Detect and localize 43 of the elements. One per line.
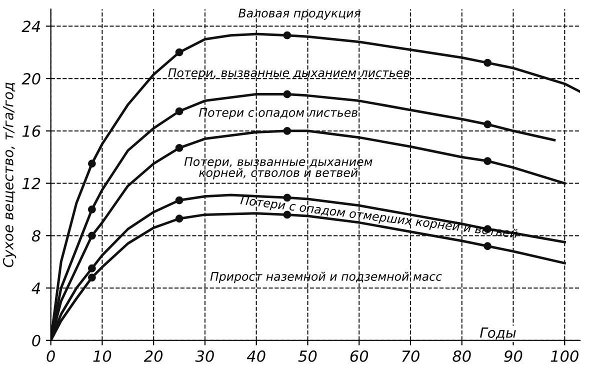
x-tick-label: 50 [298, 350, 317, 362]
x-tick-label: 100 [550, 350, 578, 362]
x-tick-label: 40 [246, 350, 266, 362]
point [175, 196, 184, 204]
x-tick-label: 60 [350, 350, 368, 362]
x-tick-label: 90 [504, 350, 522, 362]
x-tick-label: 10 [93, 350, 112, 362]
point [175, 214, 184, 223]
y-axis-title: Сухое вещество, т/га/год [2, 82, 16, 268]
point [484, 120, 492, 128]
x-tick-label: 70 [402, 350, 420, 362]
annotation: Прирост наземной и подземной масс [210, 272, 442, 284]
point [283, 210, 292, 219]
y-tick-label: 12 [22, 178, 40, 190]
point [88, 232, 96, 240]
y-tick-label: 16 [22, 125, 40, 137]
point [484, 157, 492, 165]
point [283, 90, 292, 98]
y-tick-label: 20 [22, 73, 40, 85]
annotation: Потери, вызванные дыханием листьев [168, 68, 410, 80]
point [175, 48, 184, 56]
y-tick-label: 4 [32, 282, 40, 294]
point [283, 31, 292, 40]
annotation: Валовая продукция [238, 8, 361, 20]
point [283, 126, 292, 135]
y-tick-label: 8 [32, 230, 40, 242]
point [175, 144, 184, 152]
y-tick-label: 24 [22, 20, 40, 32]
point [484, 242, 492, 250]
x-tick-label: 30 [195, 350, 214, 362]
annotation: Потери с опадом отмерших корней и ветвей [240, 195, 518, 240]
x-axis-title: Годы [480, 328, 516, 340]
x-tick-label: 0 [46, 350, 55, 362]
point [88, 160, 96, 168]
point [175, 107, 184, 116]
point [88, 264, 96, 272]
point [88, 274, 96, 282]
annotation: Потери с опадом листьев [199, 108, 358, 120]
x-tick-label: 80 [452, 350, 471, 362]
point [484, 58, 492, 67]
x-tick-label: 20 [144, 350, 163, 362]
y-tick-label: 0 [32, 334, 40, 346]
point [88, 206, 96, 214]
